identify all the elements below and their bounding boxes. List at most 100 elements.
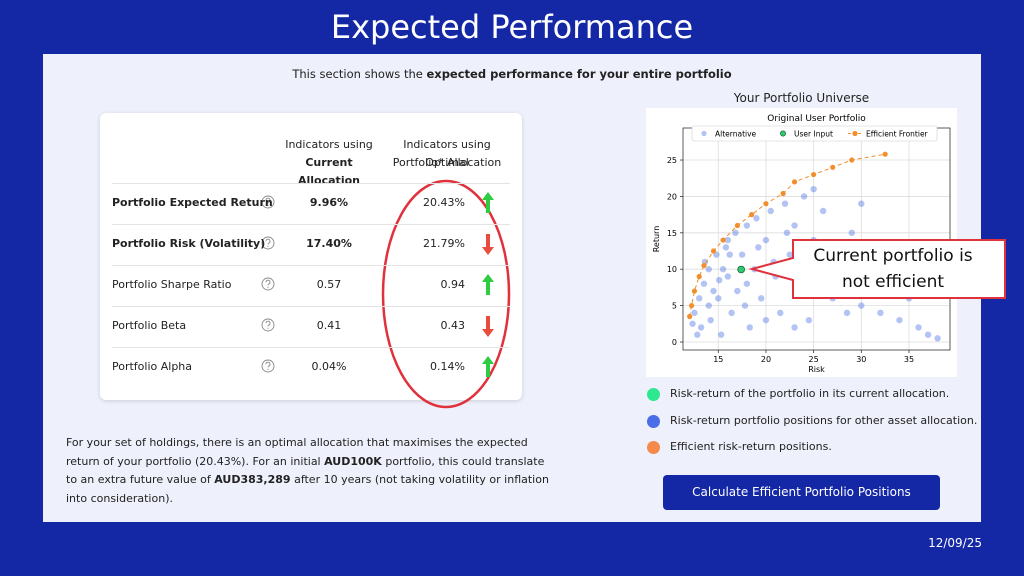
frontier-point (688, 303, 695, 309)
frontier-point (720, 237, 726, 243)
alternative-point (896, 316, 903, 324)
direction-arrow (482, 274, 494, 295)
text-segment: AUD383,289 (214, 473, 291, 486)
intro-text: This section shows the expected performa… (43, 67, 981, 81)
alternative-point (915, 324, 922, 331)
key-dot (647, 388, 660, 401)
x-tick-label: 15 (713, 355, 723, 364)
column-header: Current Allocation (298, 156, 360, 187)
help-dot (267, 327, 269, 329)
optimal-value: 0.94 (440, 278, 466, 291)
frontier-point (763, 201, 769, 207)
y-tick-label: 0 (672, 338, 677, 347)
alternative-point (783, 229, 791, 237)
frontier-point (791, 179, 798, 185)
calculate-button[interactable]: Calculate Efficient Portfolio Positions (663, 475, 940, 510)
chart-title: Original User Portfolio (767, 114, 866, 124)
alternative-point (710, 287, 717, 295)
row-separator (112, 347, 510, 348)
alternative-point (791, 222, 798, 229)
slide-title: Expected Performance (330, 8, 694, 46)
x-tick-label: 25 (809, 355, 819, 364)
alternative-point (791, 324, 798, 331)
y-axis-label: Return (652, 226, 661, 253)
alternative-point (715, 295, 722, 302)
alternative-point (843, 309, 851, 317)
alternative-point (732, 229, 739, 237)
highlight-ellipse (381, 179, 511, 409)
help-glyph (265, 361, 271, 368)
legend-label: Efficient Frontier (866, 130, 929, 139)
alternative-point (743, 280, 751, 287)
y-tick-label: 5 (672, 302, 677, 311)
alternative-point (696, 295, 703, 302)
legend-label: User Input (794, 130, 833, 139)
optimal-value: 0.43 (440, 319, 466, 332)
help-dot (267, 204, 269, 206)
alternative-point (734, 287, 741, 295)
help-circle (261, 236, 275, 250)
help-dot (267, 368, 269, 370)
help-icon (261, 277, 275, 291)
alternative-point (755, 244, 762, 251)
legend-label: Alternative (715, 130, 757, 139)
alternative-point (786, 251, 793, 258)
alternative-point (726, 251, 733, 258)
alternative-point (800, 193, 808, 200)
callout-box (748, 239, 1006, 299)
text-segment: AUD100K (324, 454, 382, 468)
alternative-point (719, 266, 727, 273)
help-glyph (265, 320, 271, 327)
frontier-point (811, 171, 817, 178)
alternative-point (697, 324, 705, 331)
direction-arrow (482, 234, 494, 255)
alternative-point (858, 302, 865, 309)
help-icon (261, 195, 275, 209)
alternative-point (691, 309, 698, 317)
column-header: Portfolio* Allocation (392, 156, 502, 169)
row-label: Portfolio Sharpe Ratio (112, 278, 232, 291)
frontier-point (734, 222, 740, 229)
alternative-point (810, 185, 817, 193)
date: 12/09/25 (928, 536, 982, 550)
row-label: Portfolio Expected Return (112, 196, 273, 209)
alternative-point (753, 215, 760, 222)
frontier-point (749, 212, 755, 218)
help-circle (261, 195, 275, 209)
legend-marker (780, 130, 786, 137)
user-point (737, 265, 745, 274)
text-segment: This section shows the (292, 67, 427, 81)
direction-arrow (482, 356, 494, 377)
frontier-point (687, 313, 693, 320)
x-tick-label: 30 (856, 355, 866, 364)
alternative-point (724, 236, 732, 244)
alternative-point (877, 309, 884, 317)
key-dot (647, 441, 660, 454)
text-segment: portfolio, this could translate to an ex… (66, 454, 545, 487)
alternative-point (741, 302, 749, 309)
alternative-point (700, 280, 708, 287)
alternative-point (728, 309, 735, 317)
help-icon (261, 318, 275, 332)
alternative-point (848, 229, 855, 237)
key-text: Risk-return of the portfolio in its curr… (670, 387, 950, 400)
indicator-card (100, 113, 522, 400)
arrow-shape (482, 274, 494, 295)
key-text: Risk-return portfolio positions for othe… (670, 413, 978, 427)
optimal-value: 20.43% (423, 196, 465, 209)
column-header: Indicators using (285, 138, 373, 151)
legend-marker (701, 130, 707, 137)
arrow-shape (482, 316, 494, 337)
alternative-point (757, 295, 765, 302)
legend-marker (852, 130, 858, 137)
x-tick-label: 20 (761, 355, 771, 364)
help-icon (261, 359, 275, 373)
key-dot (647, 414, 660, 428)
alternative-point (738, 251, 746, 258)
chart-heading: Your Portfolio Universe (733, 91, 870, 105)
current-value: 0.41 (316, 319, 342, 332)
alternative-point (805, 316, 813, 324)
alternative-point (781, 200, 789, 207)
direction-arrow (482, 192, 494, 213)
